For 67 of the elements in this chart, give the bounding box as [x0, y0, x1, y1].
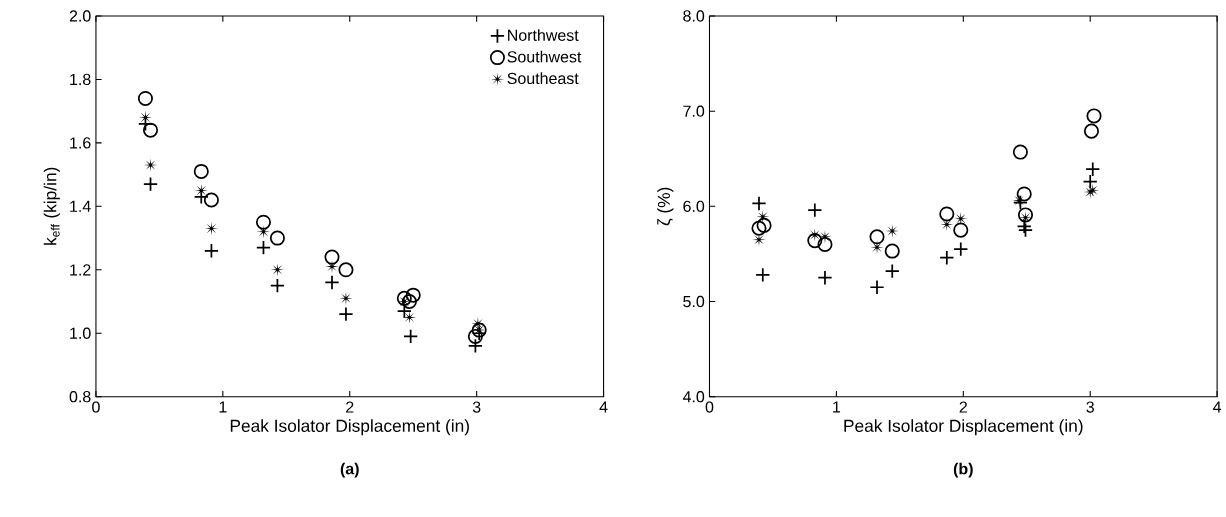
point	[807, 233, 823, 249]
point	[255, 240, 271, 256]
y-tick-label: 1.8	[70, 73, 91, 86]
point	[269, 278, 285, 294]
y-tick-label: 5.0	[683, 296, 705, 308]
point	[1082, 174, 1098, 190]
y-tick-label: 1.4	[70, 201, 91, 213]
point	[137, 91, 153, 107]
x-tick-label: 0	[705, 401, 714, 413]
y-tick-label: 4.0	[682, 391, 705, 403]
point	[817, 237, 833, 253]
y-tick-label: 2.0	[69, 10, 91, 22]
point	[203, 192, 219, 208]
point	[939, 250, 955, 266]
x-tick-label: 4	[599, 401, 608, 413]
point	[1086, 108, 1102, 124]
point	[402, 310, 417, 325]
x-tick-label: 0	[92, 401, 100, 413]
legend-label: Northwest	[508, 29, 579, 42]
point	[138, 111, 153, 125]
point	[953, 222, 969, 238]
point	[954, 212, 968, 226]
y-tick-label: 7.0	[683, 105, 705, 117]
y-tick-label: 8.0	[683, 10, 705, 22]
y-axis-title: ζ (%)	[657, 187, 674, 226]
x-tick-label: 2	[346, 401, 354, 413]
point	[204, 222, 219, 236]
legend-label: Southeast	[507, 72, 579, 85]
point	[1017, 207, 1034, 223]
text: (b)	[953, 462, 973, 478]
point	[269, 230, 285, 246]
point	[142, 122, 159, 138]
x-tick-label: 2	[959, 401, 967, 413]
y-axis-title: k$_{eff}$ (kip/in)	[43, 167, 60, 246]
point	[756, 210, 770, 224]
point	[338, 262, 354, 278]
x-tick-label: 1	[833, 401, 841, 413]
y-tick-label: 6.0	[683, 200, 705, 213]
point	[467, 329, 483, 345]
point	[884, 243, 900, 259]
point	[751, 220, 767, 236]
y-tick-label: 1.0	[70, 327, 91, 340]
point	[403, 329, 419, 345]
point	[405, 287, 421, 303]
point	[401, 294, 417, 310]
point	[869, 229, 885, 245]
x-tick-label: 3	[472, 401, 481, 413]
y-tick-label: 1.6	[70, 137, 91, 149]
point	[756, 218, 772, 234]
x-tick-label: 1	[219, 401, 227, 413]
point	[1012, 144, 1028, 160]
point	[193, 164, 209, 180]
point	[256, 225, 271, 239]
y-tick-label: 1.2	[70, 264, 91, 276]
point	[939, 206, 955, 222]
legend-label: Southwest	[507, 50, 582, 63]
point	[396, 291, 412, 307]
point	[1016, 186, 1032, 202]
x-tick-label: 3	[1086, 401, 1094, 413]
text: (a)	[340, 462, 359, 478]
x-axis-title: Peak Isolator Displacement (in)	[230, 419, 469, 436]
point	[324, 249, 340, 265]
point	[1083, 123, 1100, 139]
x-tick-label: 4	[1213, 401, 1222, 413]
x-axis-title: Peak Isolator Displacement (in)	[844, 419, 1083, 436]
y-tick-label: 0.8	[69, 391, 91, 403]
point	[255, 214, 271, 230]
